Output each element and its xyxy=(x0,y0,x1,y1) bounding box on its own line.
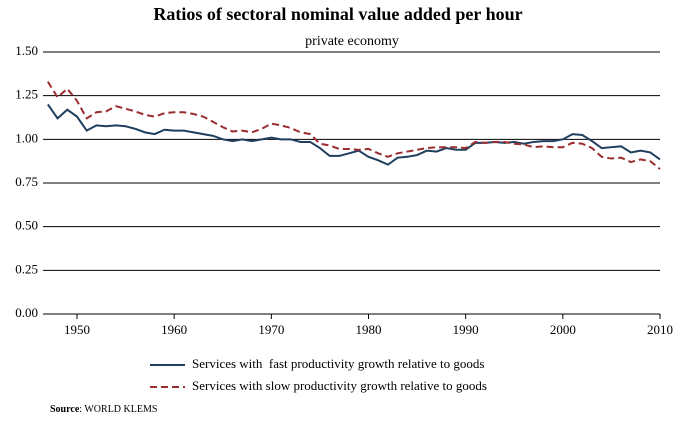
series-line xyxy=(47,103,661,166)
x-tick-label: 2010 xyxy=(647,322,673,337)
y-tick-label: 1.00 xyxy=(15,130,38,145)
x-tick-label: 1990 xyxy=(453,322,479,337)
x-tick-label: 1980 xyxy=(356,322,382,337)
source-label: Source xyxy=(50,404,80,415)
y-tick-label: 0.25 xyxy=(15,261,38,276)
chart-title: Ratios of sectoral nominal value added p… xyxy=(153,4,522,24)
x-tick-label: 1950 xyxy=(64,322,90,337)
y-tick-label: 1.25 xyxy=(15,87,38,102)
y-tick-label: 1.50 xyxy=(15,43,38,58)
legend-label: Services with fast productivity growth r… xyxy=(192,356,484,371)
x-tick-label: 1970 xyxy=(258,322,284,337)
y-tick-label: 0.50 xyxy=(15,218,38,233)
chart-subtitle: private economy xyxy=(305,34,399,49)
source-text: : WORLD KLEMS xyxy=(79,404,157,415)
series-line xyxy=(47,81,661,170)
legend-label: Services with slow productivity growth r… xyxy=(192,378,487,393)
source: Source: WORLD KLEMS xyxy=(50,404,157,415)
x-tick-label: 2000 xyxy=(550,322,576,337)
y-tick-label: 0.00 xyxy=(15,305,38,320)
y-tick-label: 0.75 xyxy=(15,174,38,189)
x-tick-label: 1960 xyxy=(161,322,187,337)
